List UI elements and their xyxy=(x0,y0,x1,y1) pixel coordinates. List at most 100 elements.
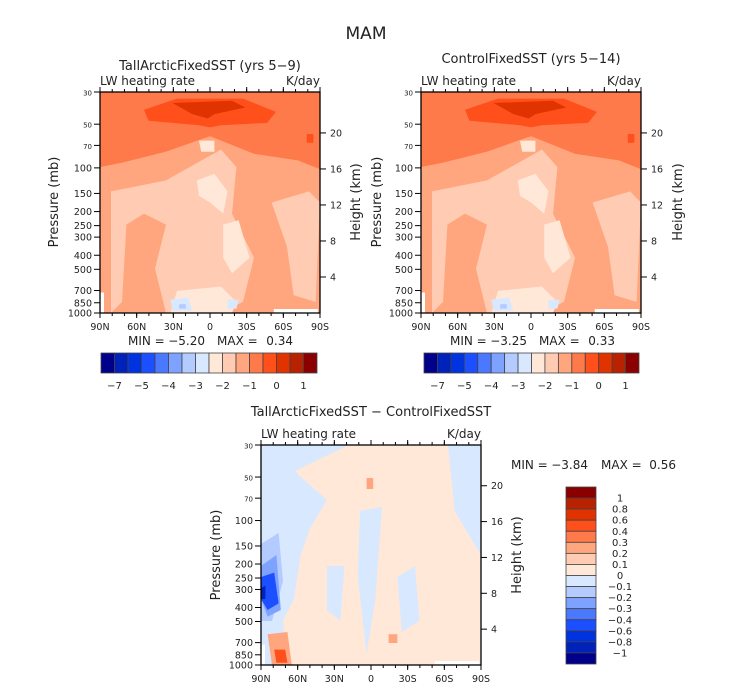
contour-region xyxy=(627,134,635,143)
x-tick-label: 0 xyxy=(207,322,213,333)
colorbar-box xyxy=(100,352,115,374)
colorbar-box xyxy=(544,352,559,374)
colorbar-box xyxy=(565,619,597,632)
y-tick-label: 150 xyxy=(395,189,413,200)
contour-region xyxy=(357,506,382,654)
x-tick-label: 0 xyxy=(368,674,374,685)
contour-region xyxy=(261,572,279,610)
right-string: K/day xyxy=(447,427,481,441)
y-axis-label: Pressure (mb) xyxy=(370,157,385,248)
colorbar-box xyxy=(584,352,600,374)
missing-data xyxy=(434,661,479,665)
contour-region xyxy=(306,134,314,143)
colorbar-box xyxy=(517,352,532,374)
colorbar-box xyxy=(262,352,277,374)
colorbar-box xyxy=(565,541,597,554)
y2-tick-label: 16 xyxy=(651,164,663,175)
contour-region xyxy=(179,304,186,309)
y2-tick-label: 16 xyxy=(330,164,342,175)
colorbar: −7 −5 −4 −3 −2 −1 0 1 xyxy=(423,352,640,392)
x-tick-label: 90S xyxy=(311,322,329,333)
colorbar-label: −0.6 xyxy=(608,626,632,637)
y-tick-label: 70 xyxy=(83,143,92,151)
colorbar-label: 0.2 xyxy=(612,549,628,560)
colorbar-label: −3 xyxy=(188,381,203,392)
colorbar: 10.80.60.40.30.20.10−0.1−0.2−0.3−0.4−0.6… xyxy=(565,486,632,665)
panel-difference: TallArcticFixedSST − ControlFixedSST LW … xyxy=(209,405,676,685)
y2-axis-label: Height (km) xyxy=(671,163,686,240)
panel-title: ControlFixedSST (yrs 5−14) xyxy=(441,52,620,67)
colorbar-label: −0.4 xyxy=(608,615,632,626)
y-tick-label: 1000 xyxy=(389,309,413,320)
y-tick-label: 30 xyxy=(244,443,253,451)
colorbar-label: 0.1 xyxy=(612,560,628,571)
left-string: LW heating rate xyxy=(421,74,516,88)
y-tick-label: 500 xyxy=(235,617,253,628)
y-tick-label: 850 xyxy=(74,298,92,309)
y2-tick-label: 12 xyxy=(651,200,663,211)
colorbar-label: −1 xyxy=(242,381,257,392)
y-tick-label: 700 xyxy=(235,638,253,649)
x-tick-label: 60N xyxy=(448,322,467,333)
left-string: LW heating rate xyxy=(261,427,356,441)
y-tick-label: 100 xyxy=(74,163,92,174)
colorbar-label: 0 xyxy=(617,571,623,582)
colorbar-box xyxy=(276,352,291,374)
colorbar-box xyxy=(504,352,519,374)
y2-tick-label: 8 xyxy=(491,589,497,600)
contour-region xyxy=(520,140,536,152)
colorbar: −7 −5 −4 −3 −2 −1 0 1 xyxy=(100,352,318,392)
colorbar-label: 1 xyxy=(300,381,306,392)
min-value: −5.20 xyxy=(168,334,205,348)
colorbar-label: −5 xyxy=(134,381,149,392)
contour-region xyxy=(500,304,507,309)
y-tick-label: 700 xyxy=(74,286,92,297)
y-tick-label: 100 xyxy=(395,163,413,174)
colorbar-box xyxy=(168,352,183,374)
y2-tick-label: 16 xyxy=(491,517,503,528)
y-tick-label: 150 xyxy=(74,189,92,200)
contour-region xyxy=(366,478,374,489)
colorbar-box xyxy=(195,352,210,374)
contour-region xyxy=(261,445,349,621)
colorbar-label: −0.2 xyxy=(608,593,632,604)
colorbar-box xyxy=(289,352,304,374)
missing-data xyxy=(100,292,104,313)
max-label: MAX = xyxy=(601,458,642,472)
y-tick-label: 1000 xyxy=(229,661,253,672)
colorbar-box xyxy=(437,352,452,374)
colorbar-box xyxy=(450,352,465,374)
min-label: MIN = xyxy=(511,458,548,472)
y-tick-label: 400 xyxy=(74,251,92,262)
max-value: 0.33 xyxy=(588,334,615,348)
colorbar-box xyxy=(154,352,169,374)
colorbar-label: 0.3 xyxy=(612,538,628,549)
colorbar-label: −7 xyxy=(430,381,445,392)
colorbar-box xyxy=(598,352,613,374)
colorbar-box xyxy=(565,641,597,654)
colorbar-box xyxy=(611,352,626,374)
contour-region xyxy=(274,649,288,663)
y-tick-label: 250 xyxy=(74,221,92,232)
right-string: K/day xyxy=(286,74,320,88)
colorbar-box xyxy=(235,352,250,374)
colorbar-label: 0.6 xyxy=(612,516,628,527)
x-tick-label: 30S xyxy=(238,322,256,333)
colorbar-box xyxy=(565,564,597,576)
colorbar-box xyxy=(625,352,640,374)
contour-region xyxy=(271,191,320,302)
x-tick-label: 90S xyxy=(632,322,650,333)
min-label: MIN = xyxy=(128,334,165,348)
colorbar-box xyxy=(490,352,506,374)
colorbar-label: 0 xyxy=(273,381,279,392)
figure-title: MAM xyxy=(346,24,387,44)
contour-region xyxy=(491,297,514,311)
colorbar-label: −2 xyxy=(538,381,553,392)
contour-field xyxy=(100,92,320,313)
min-value: −3.84 xyxy=(551,458,588,472)
y2-axis-label: Height (km) xyxy=(510,516,525,593)
y-tick-label: 300 xyxy=(74,233,92,244)
x-tick-label: 60N xyxy=(288,674,307,685)
y-tick-label: 50 xyxy=(244,475,253,483)
y-tick-label: 150 xyxy=(235,541,253,552)
